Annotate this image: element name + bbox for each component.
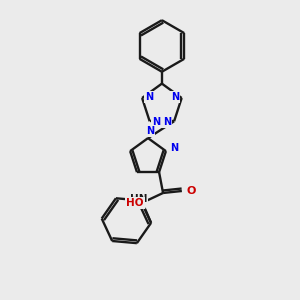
Text: HN: HN <box>130 194 147 204</box>
Text: O: O <box>186 186 196 196</box>
Text: N: N <box>152 117 161 127</box>
Text: N: N <box>171 92 179 102</box>
Text: N: N <box>146 126 154 136</box>
Text: N: N <box>163 117 171 127</box>
Text: N: N <box>170 143 178 153</box>
Text: N: N <box>145 92 153 102</box>
Text: HO: HO <box>127 198 144 208</box>
